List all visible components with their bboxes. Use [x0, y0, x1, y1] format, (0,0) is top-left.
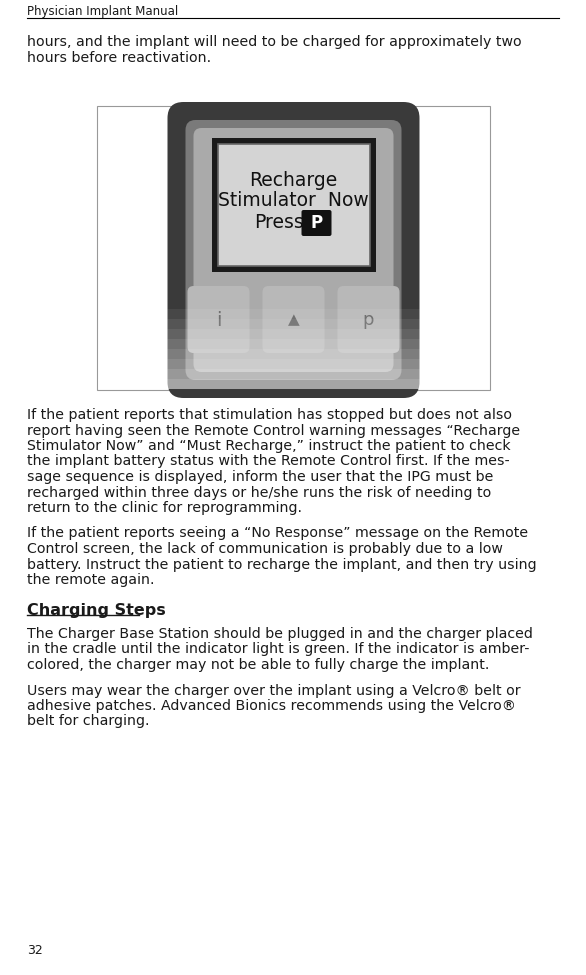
Text: The Charger Base Station should be plugged in and the charger placed: The Charger Base Station should be plugg… [27, 627, 533, 641]
Text: recharged within three days or he/she runs the risk of needing to: recharged within three days or he/she ru… [27, 486, 491, 499]
Text: Control screen, the lack of communication is probably due to a low: Control screen, the lack of communicatio… [27, 542, 503, 556]
FancyBboxPatch shape [168, 102, 420, 398]
Text: hours before reactivation.: hours before reactivation. [27, 51, 211, 64]
Text: p: p [363, 311, 374, 329]
Text: Recharge: Recharge [250, 172, 338, 190]
Text: adhesive patches. Advanced Bionics recommends using the Velcro®: adhesive patches. Advanced Bionics recom… [27, 699, 516, 713]
Text: battery. Instruct the patient to recharge the implant, and then try using: battery. Instruct the patient to recharg… [27, 558, 537, 571]
Text: 32: 32 [27, 944, 43, 957]
Bar [217, 144, 370, 266]
Text: Users may wear the charger over the implant using a Velcro® belt or: Users may wear the charger over the impl… [27, 683, 520, 697]
Text: Physician Implant Manual: Physician Implant Manual [27, 5, 178, 18]
Bar [97, 106, 490, 390]
Text: hours, and the implant will need to be charged for approximately two: hours, and the implant will need to be c… [27, 35, 522, 49]
Bar [212, 138, 376, 272]
Bar [98, 379, 489, 389]
Text: Stimulator  Now: Stimulator Now [218, 191, 369, 211]
Text: colored, the charger may not be able to fully charge the implant.: colored, the charger may not be able to … [27, 658, 489, 672]
Text: Charging Steps: Charging Steps [27, 603, 166, 617]
FancyBboxPatch shape [193, 128, 394, 372]
FancyBboxPatch shape [263, 286, 325, 353]
FancyBboxPatch shape [188, 286, 250, 353]
Text: If the patient reports that stimulation has stopped but does not also: If the patient reports that stimulation … [27, 408, 512, 422]
Text: sage sequence is displayed, inform the user that the IPG must be: sage sequence is displayed, inform the u… [27, 470, 493, 484]
Text: the implant battery status with the Remote Control first. If the mes-: the implant battery status with the Remo… [27, 454, 510, 469]
Bar [98, 309, 489, 319]
Text: the remote again.: the remote again. [27, 573, 155, 587]
Text: If the patient reports seeing a “No Response” message on the Remote: If the patient reports seeing a “No Resp… [27, 526, 528, 540]
Text: in the cradle until the indicator light is green. If the indicator is amber-: in the cradle until the indicator light … [27, 643, 530, 656]
Text: i: i [216, 310, 222, 330]
Text: Press: Press [255, 214, 304, 232]
Bar [98, 329, 489, 339]
Text: report having seen the Remote Control warning messages “Recharge: report having seen the Remote Control wa… [27, 423, 520, 438]
Text: belt for charging.: belt for charging. [27, 715, 149, 728]
Text: return to the clinic for reprogramming.: return to the clinic for reprogramming. [27, 501, 302, 515]
Text: P: P [311, 214, 322, 232]
Text: ▲: ▲ [288, 313, 299, 328]
Bar [98, 339, 489, 349]
Bar [98, 359, 489, 369]
Bar [98, 369, 489, 379]
Bar [98, 319, 489, 329]
FancyBboxPatch shape [186, 120, 401, 380]
FancyBboxPatch shape [338, 286, 400, 353]
FancyBboxPatch shape [302, 210, 332, 236]
Text: Stimulator Now” and “Must Recharge,” instruct the patient to check: Stimulator Now” and “Must Recharge,” ins… [27, 439, 510, 453]
Bar [98, 349, 489, 359]
